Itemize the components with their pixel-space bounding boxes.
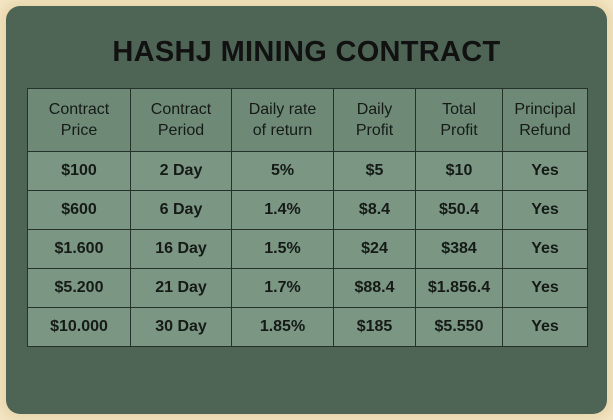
table-cell: 16 Day xyxy=(130,229,232,269)
table-cell: 21 Day xyxy=(130,268,232,308)
table-cell: Yes xyxy=(502,190,588,230)
table-cell: 5% xyxy=(231,151,334,191)
table-cell: 1.85% xyxy=(231,307,334,347)
table-cell: 6 Day xyxy=(130,190,232,230)
table-cell: $384 xyxy=(415,229,503,269)
table-cell: Yes xyxy=(502,307,588,347)
table-row: $5.200 21 Day 1.7% $88.4 $1.856.4 Yes xyxy=(27,268,588,308)
table-cell: Yes xyxy=(502,229,588,269)
table-cell: $5 xyxy=(333,151,416,191)
table-cell: $88.4 xyxy=(333,268,416,308)
table-row: $600 6 Day 1.4% $8.4 $50.4 Yes xyxy=(27,190,588,230)
header-cell: Contract Period xyxy=(130,88,232,152)
table-cell: 1.5% xyxy=(231,229,334,269)
table-cell: Yes xyxy=(502,268,588,308)
header-cell: Total Profit xyxy=(415,88,503,152)
table-cell: $50.4 xyxy=(415,190,503,230)
table-row: $10.000 30 Day 1.85% $185 $5.550 Yes xyxy=(27,307,588,347)
table-cell: 1.4% xyxy=(231,190,334,230)
table-cell: $8.4 xyxy=(333,190,416,230)
table-cell: $100 xyxy=(27,151,131,191)
header-row: Contract Price Contract Period Daily rate … xyxy=(27,88,588,152)
table-row: $100 2 Day 5% $5 $10 Yes xyxy=(27,151,588,191)
table-body: $100 2 Day 5% $5 $10 Yes $600 6 Day 1.4% $8.4 $50.… xyxy=(27,151,588,347)
header-cell: Daily Profit xyxy=(333,88,416,152)
table-cell: $185 xyxy=(333,307,416,347)
table-cell: $24 xyxy=(333,229,416,269)
table-cell: $5.200 xyxy=(27,268,131,308)
contract-table: Contract Price Contract Period Daily rate … xyxy=(27,88,588,347)
table-cell: 2 Day xyxy=(130,151,232,191)
table-cell: $1.856.4 xyxy=(415,268,503,308)
table-row: $1.600 16 Day 1.5% $24 $384 Yes xyxy=(27,229,588,269)
table-cell: $1.600 xyxy=(27,229,131,269)
title: HASHJ MINING CONTRACT xyxy=(112,36,501,68)
table-cell: $10.000 xyxy=(27,307,131,347)
table-cell: 30 Day xyxy=(130,307,232,347)
table-cell: $10 xyxy=(415,151,503,191)
header-cell: Daily rate of return xyxy=(231,88,334,152)
table-cell: Yes xyxy=(502,151,588,191)
header-cell: Contract Price xyxy=(27,88,131,152)
table-cell: 1.7% xyxy=(231,268,334,308)
table-cell: $5.550 xyxy=(415,307,503,347)
header-cell: Principal Refund xyxy=(502,88,588,152)
table-cell: $600 xyxy=(27,190,131,230)
panel: HASHJ MINING CONTRACT Contract Price Cont… xyxy=(6,6,607,414)
